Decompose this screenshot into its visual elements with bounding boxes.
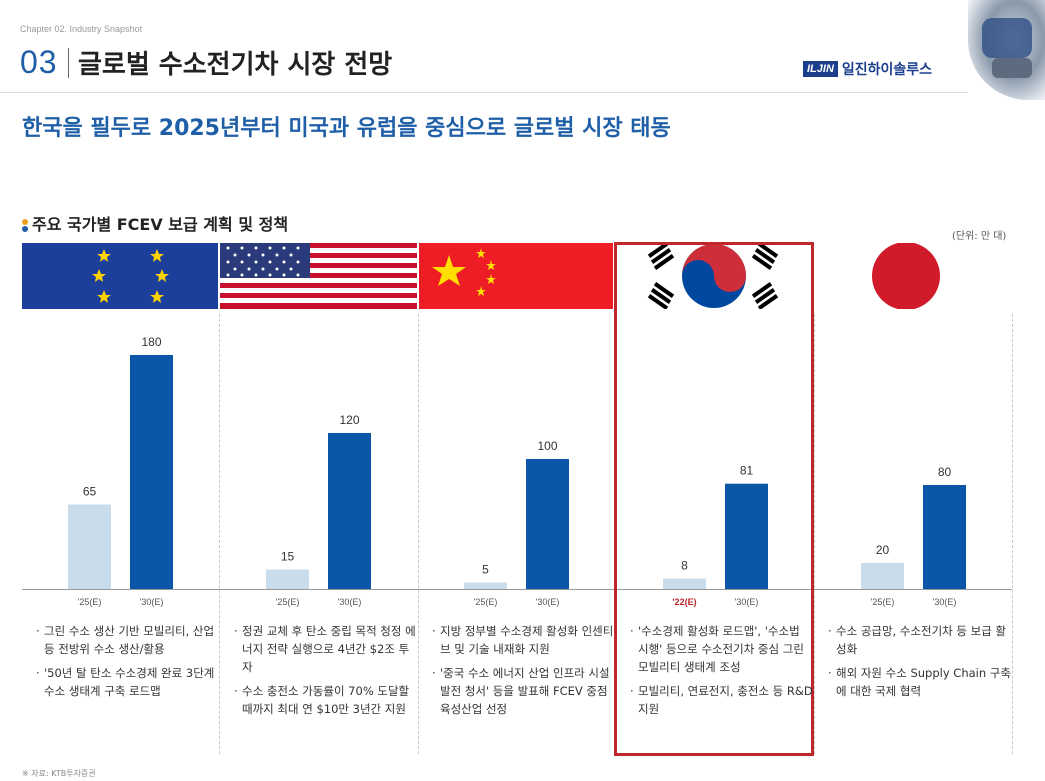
policy-note: 해외 자원 수소 Supply Chain 구축에 대한 국제 협력 (826, 664, 1011, 700)
bar-value-label: 5 (482, 563, 489, 577)
policy-notes-eu: 그린 수소 생산 기반 모빌리티, 산업 등 전방위 수소 생산/활용 '50년 … (34, 622, 219, 706)
column-divider (814, 314, 815, 754)
policy-note: 수소 충전소 가동률이 70% 도달할 때까지 최대 연 $10만 3년간 지원 (232, 682, 417, 718)
page-headline: 한국을 필두로 2025년부터 미국과 유럽을 중심으로 글로벌 시장 태동 (22, 116, 671, 141)
bar-value-label: 80 (938, 465, 952, 479)
eu-flag (22, 243, 218, 309)
bar-eu-1 (130, 355, 173, 589)
korea-flag (617, 243, 811, 309)
policy-note: 그린 수소 생산 기반 모빌리티, 산업 등 전방위 수소 생산/활용 (34, 622, 219, 658)
section-number: 03 (20, 44, 58, 80)
bar-value-label: 65 (83, 485, 97, 499)
policy-notes-china: 지방 정부별 수소경제 활성화 인센티브 및 기술 내재화 지원 '중국 수소 에… (430, 622, 615, 724)
x-tick-label: '30(E) (536, 597, 560, 607)
policy-note: 수소 공급망, 수소전기차 등 보급 활성화 (826, 622, 1011, 658)
bar-china-1 (526, 459, 569, 589)
logo-text: 일진하이솔루스 (841, 62, 933, 78)
policy-note: 모빌리티, 연료전지, 충전소 등 R&D 지원 (628, 682, 813, 718)
x-tick-label: '25(E) (78, 597, 102, 607)
policy-notes-usa: 정권 교체 후 탄소 중립 목적 청정 에너지 전략 실행으로 4년간 $2조 … (232, 622, 417, 724)
chart-baseline (22, 589, 1012, 590)
bar-usa-1 (328, 433, 371, 589)
source-note: ※ 자료: KTB투자증권 (22, 769, 96, 778)
unit-label: (단위: 만 대) (952, 231, 1007, 242)
section-divider (68, 48, 69, 78)
bar-japan-0 (861, 563, 904, 589)
bar-value-label: 20 (876, 543, 890, 557)
section-title: 글로벌 수소전기차 시장 전망 (78, 50, 393, 80)
policy-notes-korea: '수소경제 활성화 로드맵', '수소법 시행' 등으로 수소전기차 중심 그린… (628, 622, 813, 724)
chapter-label: Chapter 02. Industry Snapshot (20, 24, 143, 34)
bar-japan-1 (923, 485, 966, 589)
china-flag (419, 243, 613, 309)
chart-subtitle: 주요 국가별 FCEV 보급 계획 및 정책 (32, 215, 289, 234)
x-tick-label: '25(E) (871, 597, 895, 607)
x-tick-label: '30(E) (140, 597, 164, 607)
japan-flag (815, 243, 1012, 309)
bar-usa-0 (266, 569, 309, 589)
bullet-dot-icon (22, 226, 28, 232)
korea-highlight-box (614, 242, 814, 756)
bar-value-label: 15 (281, 550, 295, 564)
us-flag (220, 243, 417, 309)
x-tick-label: '30(E) (338, 597, 362, 607)
header-photo (968, 0, 1045, 100)
policy-note: '중국 수소 에너지 산업 인프라 시설 발전 청서' 등을 발표해 FCEV … (430, 664, 615, 718)
bullet-dot-icon (22, 219, 28, 225)
x-tick-label: '30(E) (933, 597, 957, 607)
company-logo: ILJIN 일진하이솔루스 (803, 59, 932, 79)
bar-eu-0 (68, 504, 111, 589)
column-divider (418, 314, 419, 754)
bar-value-label: 120 (339, 413, 359, 427)
column-divider (219, 314, 220, 754)
logo-box: ILJIN (803, 61, 838, 77)
header-rule (0, 92, 968, 93)
x-tick-label: '25(E) (276, 597, 300, 607)
x-tick-label: '25(E) (474, 597, 498, 607)
bar-value-label: 100 (537, 439, 557, 453)
policy-note: 지방 정부별 수소경제 활성화 인센티브 및 기술 내재화 지원 (430, 622, 615, 658)
policy-note: 정권 교체 후 탄소 중립 목적 청정 에너지 전략 실행으로 4년간 $2조 … (232, 622, 417, 676)
policy-note: '50년 탈 탄소 수소경제 완료 3단계 수소 생태계 구축 로드맵 (34, 664, 219, 700)
bar-value-label: 180 (141, 335, 161, 349)
policy-note: '수소경제 활성화 로드맵', '수소법 시행' 등으로 수소전기차 중심 그린… (628, 622, 813, 676)
policy-notes-japan: 수소 공급망, 수소전기차 등 보급 활성화해외 자원 수소 Supply Ch… (826, 622, 1011, 706)
column-divider (1012, 314, 1013, 754)
